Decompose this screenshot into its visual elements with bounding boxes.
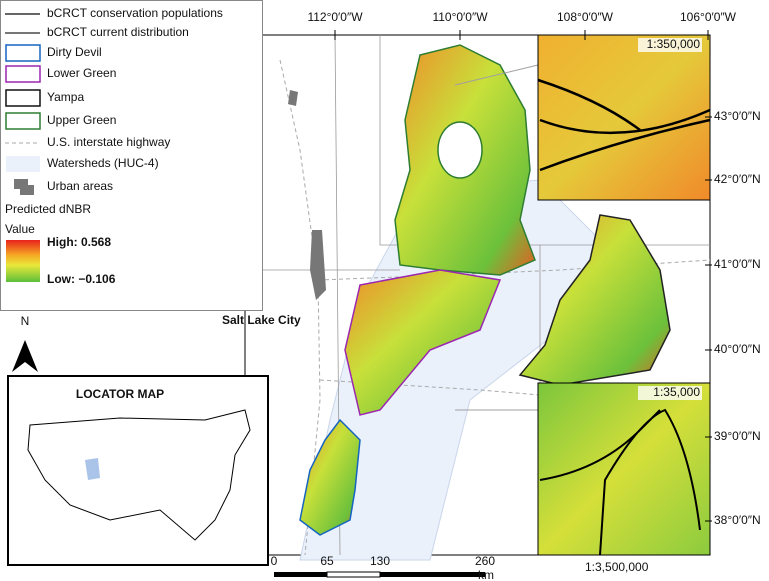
regions (299, 44, 671, 536)
scale-tick: 65 (320, 554, 334, 568)
legend: bCRCT conservation populations bCRCT curr… (5, 6, 223, 195)
scale-unit: km (478, 568, 494, 581)
legend-label: bCRCT conservation populations (47, 6, 223, 20)
legend-label: Yampa (47, 90, 84, 104)
legend-label: Lower Green (47, 66, 116, 80)
legend-label: Upper Green (47, 113, 116, 127)
inset-streams (537, 78, 711, 172)
legend-swatch (5, 65, 41, 83)
legend-label: U.S. interstate highway (47, 135, 170, 149)
scale-ratio: 1:3,500,000 (585, 560, 649, 574)
inset-scale-bg (638, 38, 702, 52)
legend-label: bCRCT current distribution (47, 25, 189, 39)
usa-outline (27, 409, 251, 541)
locator-title: LOCATOR MAP (76, 387, 164, 401)
legend-swatch (14, 179, 34, 195)
legend-swatch (5, 44, 41, 62)
latitude-label: 42°0′0″N (714, 172, 761, 186)
legend-label: Urban areas (47, 179, 113, 193)
inset-bottom (537, 382, 711, 556)
legend-swatch (5, 112, 41, 130)
scale-tick: 0 (271, 554, 278, 568)
inset-streams (539, 408, 701, 556)
scale-seg (326, 571, 381, 578)
longitude-label: 110°0′0″W (432, 10, 488, 24)
inset-scale: 1:35,000 (653, 385, 700, 399)
scale-tick: 260 (475, 554, 495, 568)
latitude-label: 43°0′0″N (714, 109, 761, 123)
scale-seg (380, 572, 485, 577)
urban-areas (288, 90, 326, 300)
latitude-label: 40°0′0″N (714, 342, 761, 356)
coordinate-labels: 112°0′0″W 110°0′0″W 108°0′0″W 106°0′0″W 43°0… (307, 10, 760, 527)
legend-box (0, 0, 263, 311)
legend-label: Watersheds (HUC-4) (47, 156, 159, 170)
scale-seg (274, 572, 327, 577)
latitude-label: 38°0′0″N (714, 513, 761, 527)
legend-label: Dirty Devil (47, 45, 102, 59)
legend-heading: Predicted dNBR (5, 202, 91, 216)
inset-leaders (454, 64, 539, 411)
legend-swatch (6, 156, 40, 172)
longitude-label: 106°0′0″W (680, 10, 737, 24)
legend-swatch (5, 89, 41, 107)
dnbr-ramp (6, 240, 40, 282)
inset-scale-bg (638, 386, 702, 400)
longitude-label: 108°0′0″W (557, 10, 614, 24)
longitude-label: 112°0′0″W (307, 10, 363, 24)
latitude-label: 39°0′0″N (714, 429, 761, 443)
legend-heading: Value (5, 222, 35, 236)
scale-tick: 130 (370, 554, 390, 568)
north-label: N (21, 314, 30, 328)
north-arrow (12, 340, 38, 372)
ramp-label: Low: −0.106 (47, 272, 116, 286)
city-label: Salt Lake City (222, 313, 301, 327)
latitude-label: 41°0′0″N (714, 257, 761, 271)
study-area (85, 458, 100, 480)
inset-scale: 1:350,000 (647, 37, 701, 51)
ramp-label: High: 0.568 (47, 235, 111, 249)
